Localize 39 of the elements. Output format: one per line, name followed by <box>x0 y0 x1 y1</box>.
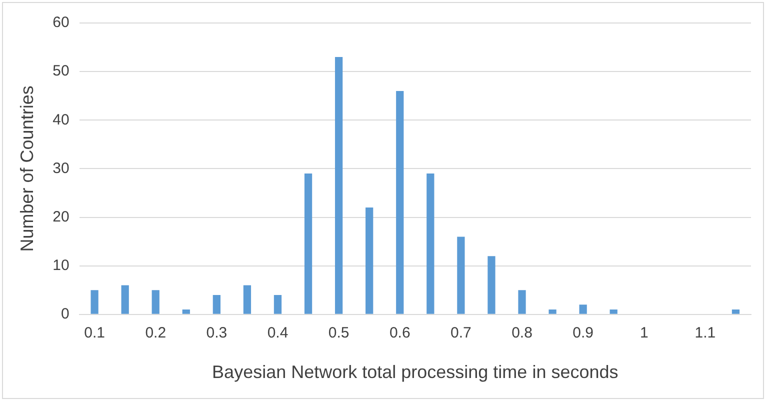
bar <box>426 174 434 314</box>
x-tick-label: 0.2 <box>145 324 166 342</box>
bar <box>732 310 740 314</box>
bar <box>243 285 252 314</box>
x-tick-label: 0.1 <box>84 324 105 342</box>
y-tick-label: 10 <box>52 256 70 274</box>
x-tick-label: 0.5 <box>328 324 350 342</box>
bar <box>212 294 220 314</box>
x-tick-label: 0.8 <box>512 324 532 342</box>
x-tick-label: 0.3 <box>206 324 228 342</box>
bar <box>182 310 190 314</box>
x-tick-label: 0.7 <box>450 324 472 342</box>
y-tick-label: 30 <box>52 160 70 177</box>
bar <box>90 290 98 314</box>
bar <box>121 285 129 314</box>
x-axis-title: Bayesian Network total processing time in seconds <box>212 362 618 382</box>
y-tick-label: 60 <box>52 14 70 32</box>
bar <box>152 290 160 314</box>
bar <box>548 310 556 314</box>
y-tick-label: 0 <box>60 306 70 323</box>
bar <box>274 294 282 314</box>
y-tick-label: 40 <box>52 111 70 128</box>
y-tick-label: 20 <box>52 208 70 226</box>
x-tick-label: 1 <box>640 324 648 342</box>
bar <box>579 304 587 314</box>
bar <box>304 174 312 314</box>
bar <box>457 236 465 314</box>
bar <box>518 290 526 314</box>
bar <box>334 56 343 314</box>
bar <box>366 208 374 314</box>
x-tick-label: 0.6 <box>389 324 410 342</box>
bar <box>488 256 496 314</box>
bar <box>610 310 618 314</box>
x-tick-label: 0.4 <box>267 324 288 342</box>
x-tick-label: 1.1 <box>694 324 716 342</box>
x-tick-label: 0.9 <box>572 324 594 342</box>
y-tick-label: 50 <box>52 62 70 80</box>
bar <box>396 90 404 314</box>
y-axis-title: Number of Countries <box>16 86 37 252</box>
